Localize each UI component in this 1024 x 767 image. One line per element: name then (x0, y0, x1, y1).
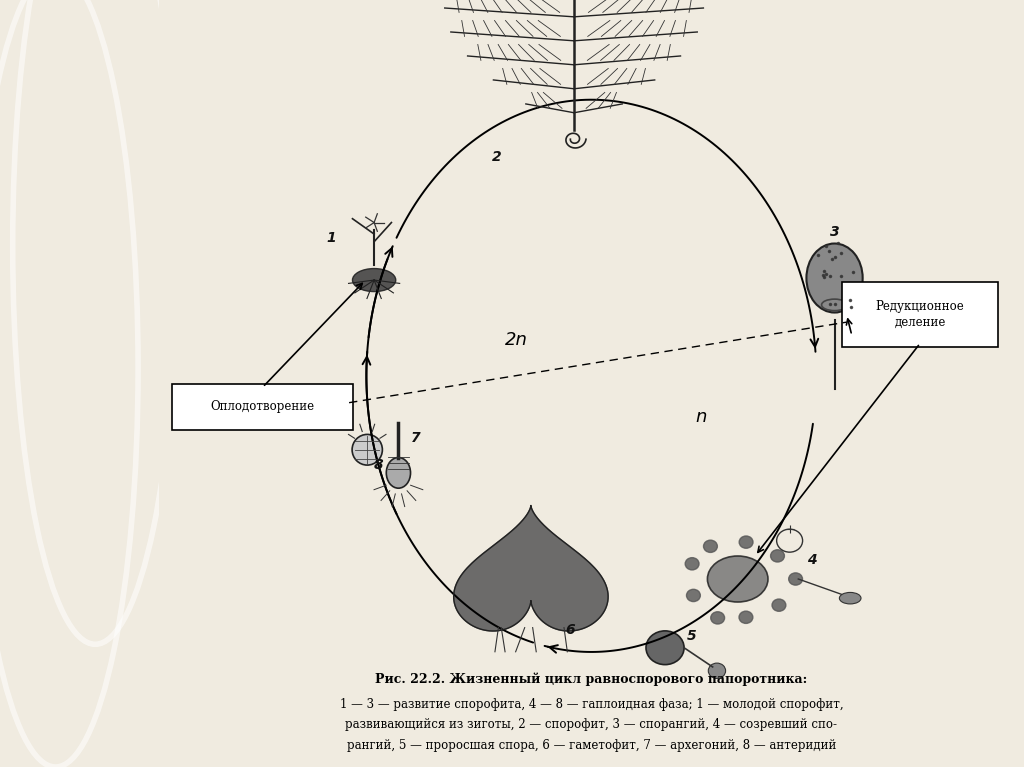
Circle shape (788, 573, 803, 585)
Circle shape (709, 663, 726, 679)
Text: 5: 5 (687, 629, 696, 643)
Ellipse shape (386, 457, 411, 488)
Text: Редукционное
деление: Редукционное деление (876, 301, 965, 328)
Circle shape (646, 631, 684, 665)
Text: рангий, 5 — проросшая спора, 6 — гаметофит, 7 — архегоний, 8 — антеридий: рангий, 5 — проросшая спора, 6 — гаметоф… (347, 739, 836, 752)
Circle shape (711, 612, 725, 624)
Circle shape (685, 558, 699, 570)
Circle shape (686, 589, 700, 601)
Text: 6: 6 (565, 623, 575, 637)
Ellipse shape (352, 268, 395, 291)
Ellipse shape (807, 243, 862, 312)
Text: 4: 4 (807, 553, 816, 567)
Text: 2n: 2n (505, 331, 527, 349)
Text: 8: 8 (374, 458, 384, 472)
Ellipse shape (708, 556, 768, 602)
Text: Рис. 22.2. Жизненный цикл равноспорового папоротника:: Рис. 22.2. Жизненный цикл равноспорового… (375, 672, 808, 686)
Text: 3: 3 (830, 225, 840, 239)
Circle shape (703, 540, 718, 552)
Text: 1 — 3 — развитие спорофита, 4 — 8 — гаплоидная фаза; 1 — молодой спорофит,: 1 — 3 — развитие спорофита, 4 — 8 — гапл… (340, 698, 843, 710)
Text: 1: 1 (327, 231, 336, 245)
Circle shape (739, 611, 753, 624)
FancyBboxPatch shape (172, 384, 353, 430)
Ellipse shape (840, 592, 861, 604)
Polygon shape (454, 505, 608, 631)
Circle shape (739, 536, 753, 548)
Text: 7: 7 (412, 431, 421, 445)
Text: Оплодотворение: Оплодотворение (211, 400, 314, 413)
Circle shape (772, 599, 785, 611)
Ellipse shape (352, 434, 382, 465)
FancyBboxPatch shape (843, 282, 998, 347)
Text: n: n (695, 408, 707, 426)
Text: 2: 2 (492, 150, 502, 164)
Text: развивающийся из зиготы, 2 — спорофит, 3 — спорангий, 4 — созревший спо-: развивающийся из зиготы, 2 — спорофит, 3… (345, 719, 838, 731)
Circle shape (771, 550, 784, 562)
